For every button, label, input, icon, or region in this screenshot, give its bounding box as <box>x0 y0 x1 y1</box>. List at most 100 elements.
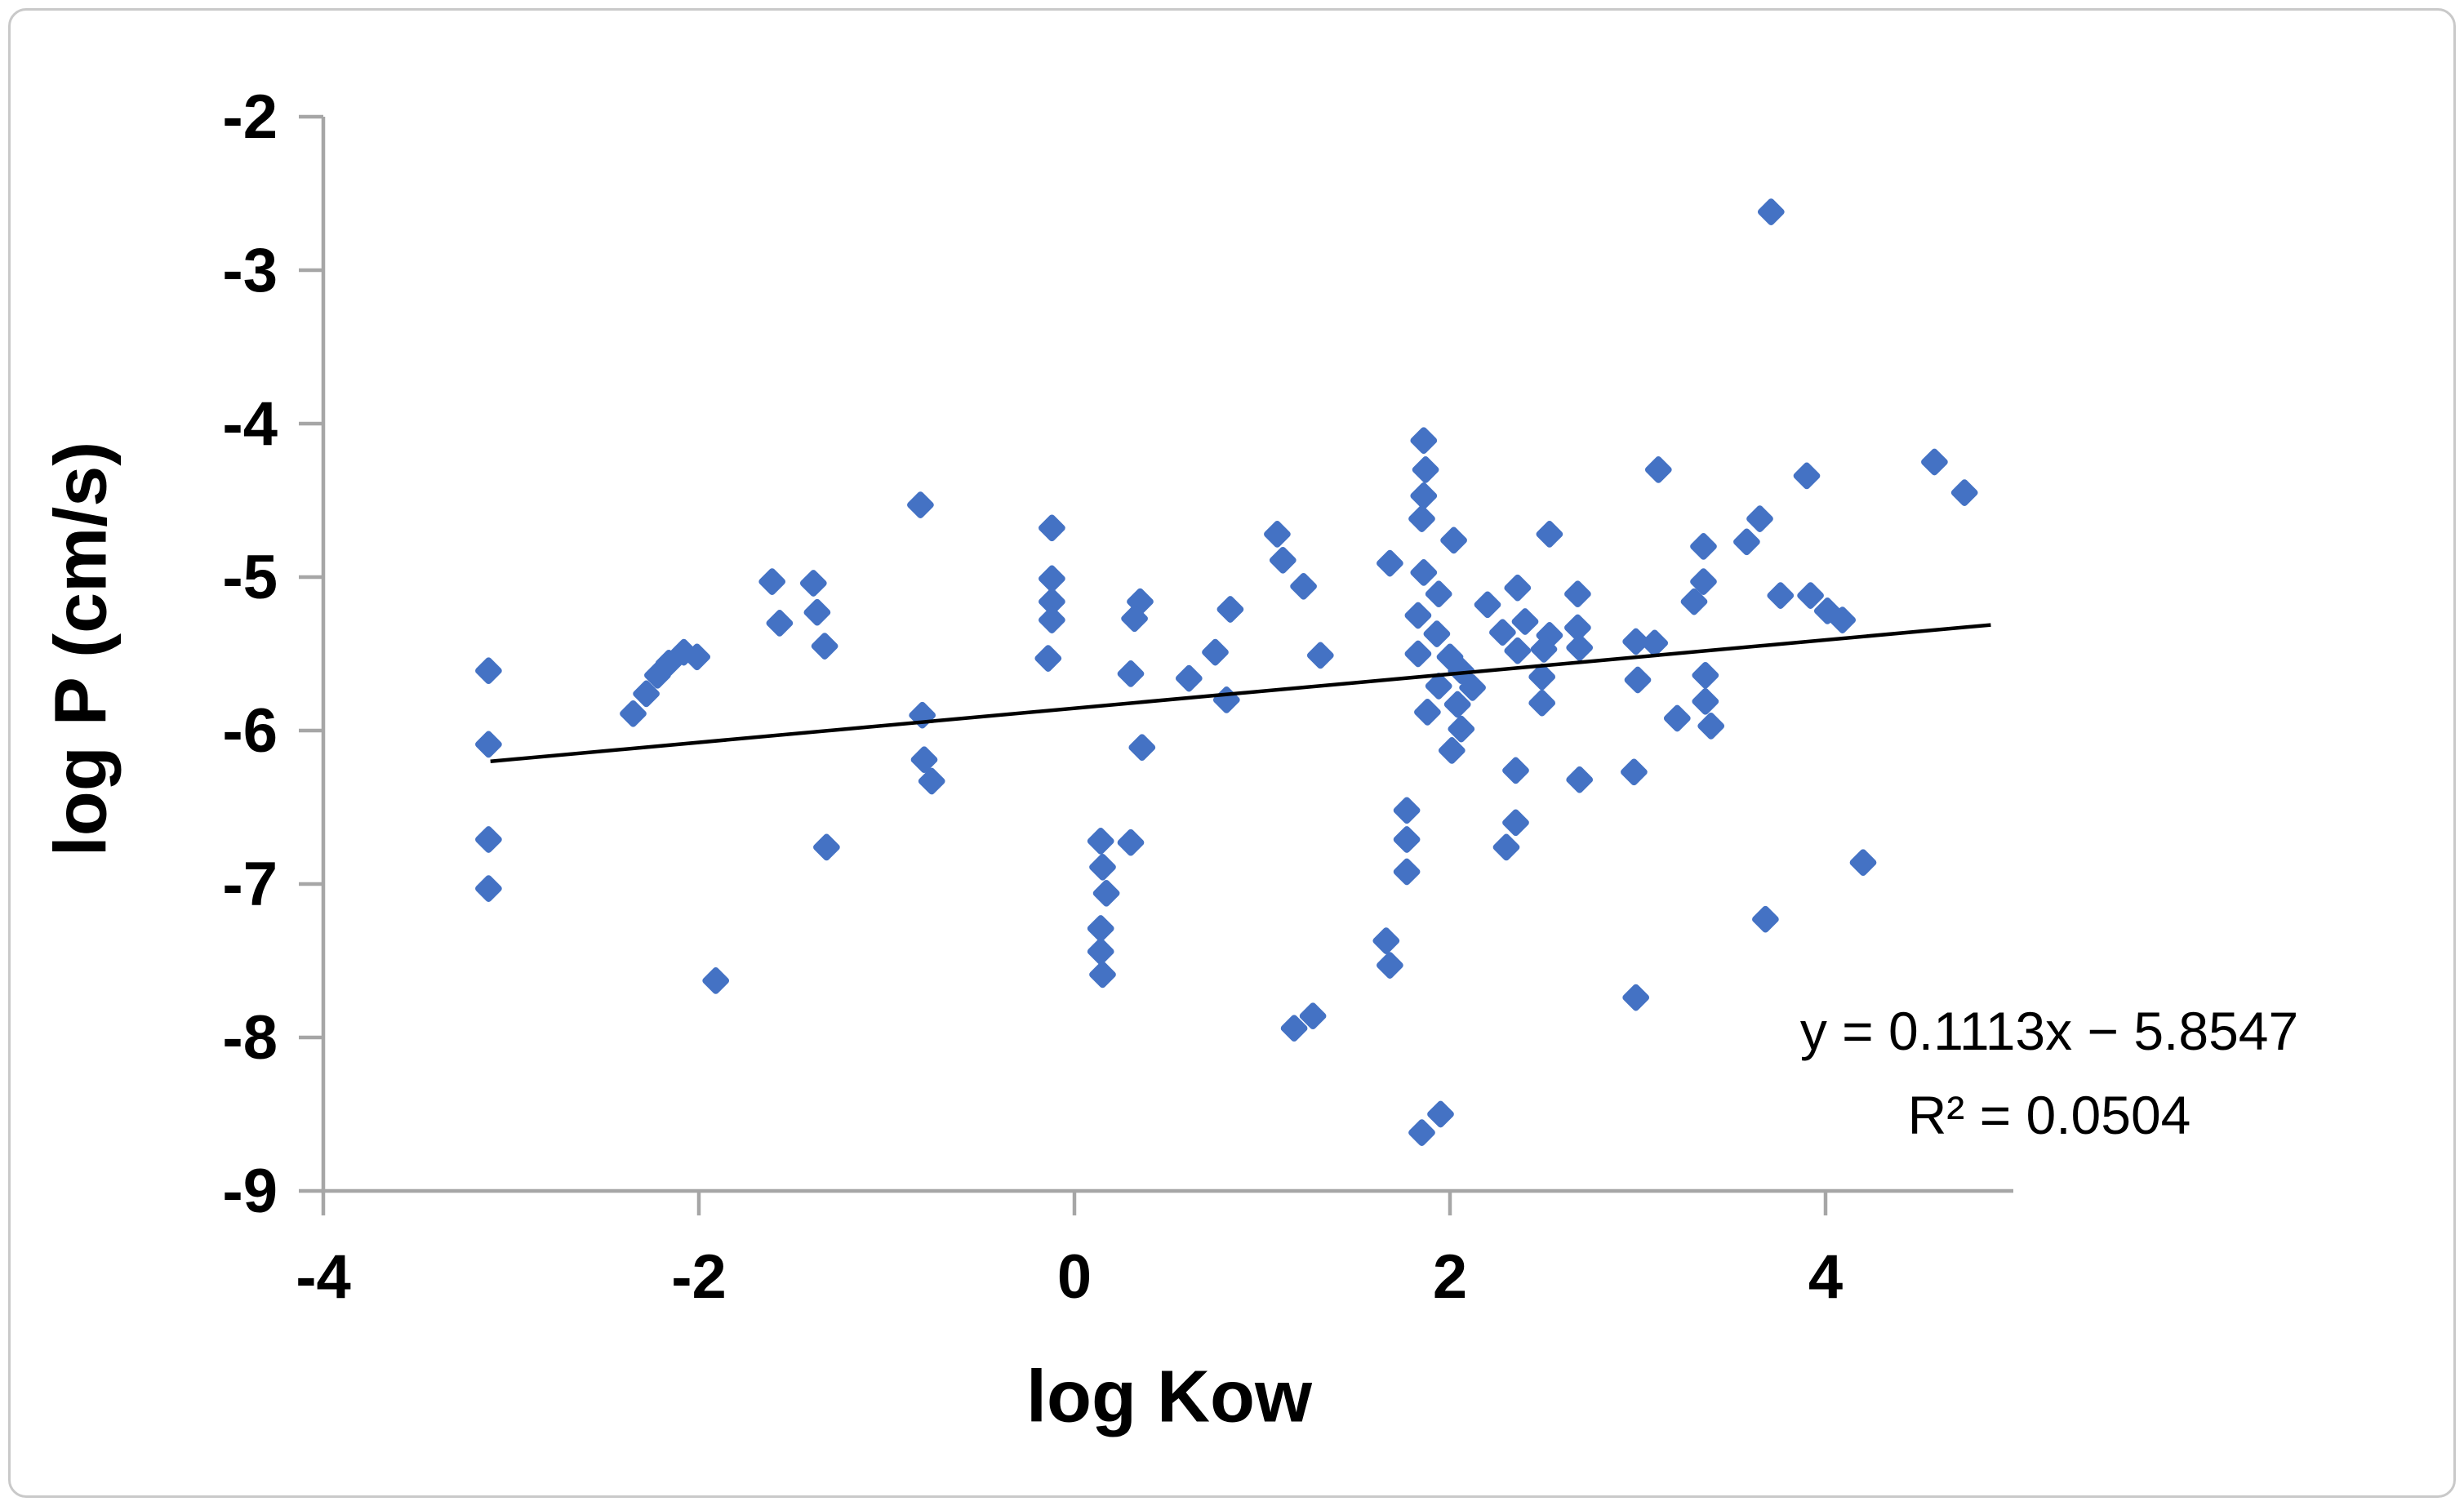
data-point <box>1412 456 1439 483</box>
data-point <box>1425 673 1452 700</box>
data-point <box>1423 620 1451 647</box>
data-point <box>1663 704 1691 732</box>
data-point <box>475 826 502 853</box>
x-tick-label: 0 <box>1057 1242 1092 1312</box>
data-point <box>1733 528 1760 556</box>
data-point <box>1092 879 1120 907</box>
data-point <box>910 746 938 774</box>
x-tick-label: -4 <box>296 1242 351 1312</box>
data-point <box>1459 674 1486 701</box>
data-point <box>1438 737 1466 764</box>
data-point <box>1377 952 1403 979</box>
data-point <box>1087 828 1114 855</box>
data-point <box>1039 606 1065 633</box>
y-tick-label: -9 <box>222 1157 278 1226</box>
data-point <box>1448 715 1475 743</box>
data-point <box>1680 588 1708 615</box>
r-squared-label: R² = 0.0504 <box>1907 1085 2191 1145</box>
y-axis-title: log P (cm/s) <box>40 441 122 857</box>
data-point <box>1489 619 1516 646</box>
data-point <box>1921 448 1948 476</box>
data-point <box>1566 766 1594 793</box>
data-point <box>1746 505 1773 532</box>
data-point <box>1393 797 1421 824</box>
data-point <box>1530 636 1558 663</box>
data-point <box>1264 521 1291 548</box>
data-point <box>909 701 936 729</box>
trendline <box>490 623 1991 763</box>
x-axis-title: log Kow <box>1026 1356 1312 1438</box>
y-tick-label: -5 <box>222 543 278 612</box>
data-point <box>1528 689 1556 717</box>
chart-frame <box>8 8 2456 1498</box>
data-point <box>1427 1100 1454 1128</box>
data-point <box>1528 663 1556 691</box>
data-point <box>1641 629 1669 657</box>
data-point <box>1690 533 1717 560</box>
data-point <box>620 700 647 727</box>
y-tick-label: -7 <box>222 850 278 919</box>
data-point <box>1280 1015 1308 1042</box>
data-point <box>1474 591 1501 619</box>
data-point <box>1290 572 1317 600</box>
data-point <box>1414 699 1441 726</box>
data-point <box>1089 853 1116 881</box>
data-point <box>1117 660 1145 687</box>
data-point <box>1621 758 1648 786</box>
data-point <box>799 570 827 597</box>
data-point <box>1410 482 1438 509</box>
data-point <box>475 875 502 902</box>
data-point <box>1039 514 1065 542</box>
trendline-annotation: y = 0.1113x − 5.8547 R² = 0.0504 <box>1682 989 2417 1157</box>
data-point <box>1752 905 1779 933</box>
y-tick-label: -3 <box>222 236 278 305</box>
data-point <box>811 633 838 660</box>
data-point <box>1757 198 1785 225</box>
data-point <box>1410 559 1438 586</box>
data-point <box>633 680 660 708</box>
data-point <box>1511 608 1539 635</box>
data-point <box>1443 691 1471 718</box>
data-point <box>803 598 831 626</box>
data-point <box>1690 568 1717 595</box>
data-point <box>918 767 945 795</box>
data-point <box>1502 757 1529 784</box>
x-tick-label: 2 <box>1433 1242 1467 1312</box>
data-point <box>683 643 711 671</box>
data-point <box>1793 462 1821 490</box>
y-tick-label: -6 <box>222 696 278 766</box>
data-point <box>1504 637 1532 664</box>
data-point <box>1404 602 1432 629</box>
y-tick-label: -8 <box>222 1003 278 1073</box>
data-point <box>1566 634 1594 661</box>
data-point <box>907 491 934 518</box>
data-point <box>1504 574 1532 602</box>
x-tick-label: -2 <box>671 1242 727 1312</box>
y-tick-label: -4 <box>222 389 278 459</box>
data-point <box>1410 427 1438 455</box>
data-point <box>1175 664 1203 692</box>
data-point <box>1849 849 1877 877</box>
data-point <box>758 568 786 595</box>
data-point <box>1692 661 1719 689</box>
data-point <box>1216 596 1244 623</box>
data-point <box>1408 505 1435 532</box>
data-point <box>766 610 794 637</box>
data-point <box>1089 961 1116 988</box>
data-point <box>1622 628 1650 655</box>
data-point <box>1377 549 1403 577</box>
data-point <box>813 833 840 861</box>
data-point <box>1212 686 1240 713</box>
data-point <box>1502 809 1529 837</box>
data-point <box>1564 614 1591 642</box>
data-point <box>1393 858 1421 886</box>
data-point <box>1039 588 1065 615</box>
data-point <box>1448 657 1475 685</box>
data-point <box>1393 826 1421 853</box>
data-point <box>1622 984 1650 1011</box>
data-point <box>702 967 730 994</box>
x-tick-label: 4 <box>1808 1242 1843 1312</box>
data-point <box>1034 645 1062 672</box>
data-point <box>1624 666 1652 694</box>
